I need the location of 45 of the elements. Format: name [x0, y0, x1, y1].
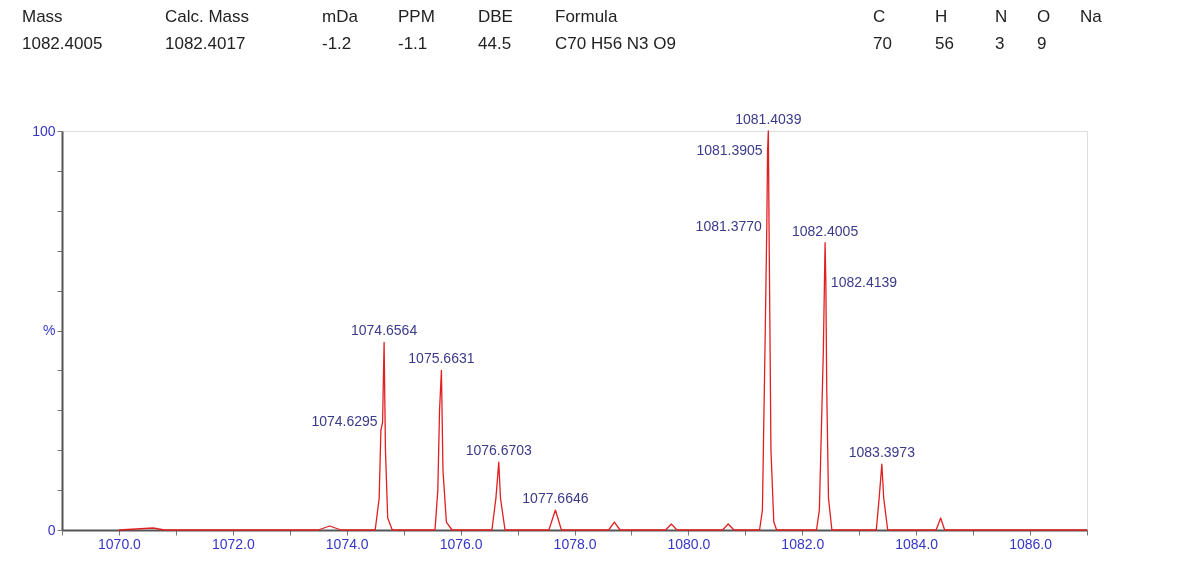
text: Mass: [22, 7, 63, 26]
text: C70 H56 N3 O9: [555, 34, 676, 53]
text: 1082.4005: [22, 34, 103, 53]
text: Calc. Mass: [165, 7, 250, 26]
annotation: 1081.4039: [735, 111, 802, 127]
x-tick-label: 1078.0: [553, 535, 597, 552]
text: DBE: [478, 7, 513, 26]
y-tick-label: 100: [32, 122, 56, 139]
x-tick-label: 1084.0: [895, 535, 939, 552]
text: 1082.4017: [165, 34, 246, 53]
y-tick-label: 0: [47, 521, 56, 538]
x-tick-label: 1070.0: [98, 535, 142, 552]
annotation: 1075.6631: [408, 350, 475, 367]
x-tick-label: 1074.0: [325, 535, 369, 552]
annotation: 1074.6564: [351, 322, 418, 339]
x-tick-label: 1076.0: [439, 535, 483, 552]
text: 44.5: [478, 34, 512, 53]
annotation: 1083.3973: [848, 444, 916, 461]
x-tick-label: 1080.0: [667, 535, 711, 552]
text: -1.1: [398, 34, 428, 53]
text: Na: [1080, 7, 1103, 26]
text: O: [1037, 7, 1051, 26]
text: 3: [995, 34, 1005, 53]
text: 9: [1037, 34, 1047, 53]
annotation: 1082.4005: [791, 222, 859, 239]
y-tick-label: %: [43, 322, 56, 338]
x-tick-label: 1072.0: [211, 535, 255, 552]
text: N: [995, 7, 1008, 26]
text: 70: [873, 34, 892, 53]
text: mDa: [322, 7, 359, 26]
annotation: 1081.3905: [696, 141, 763, 158]
text: C: [873, 7, 886, 26]
text: 56: [935, 34, 954, 53]
x-tick-label: 1082.0: [781, 535, 825, 552]
line-series: [118, 130, 1088, 531]
annotation: 1076.6703: [465, 442, 533, 459]
annotation: 1081.3770: [695, 217, 763, 234]
text: -1.2: [322, 34, 352, 53]
annotation: 1082.4139: [830, 273, 898, 290]
annotation: 1077.6646: [522, 490, 589, 507]
text: H: [935, 7, 948, 26]
x-tick-label: 1086.0: [1009, 535, 1053, 552]
text: PPM: [398, 7, 435, 26]
annotation: 1074.6295: [311, 413, 378, 430]
text: Formula: [555, 7, 618, 26]
